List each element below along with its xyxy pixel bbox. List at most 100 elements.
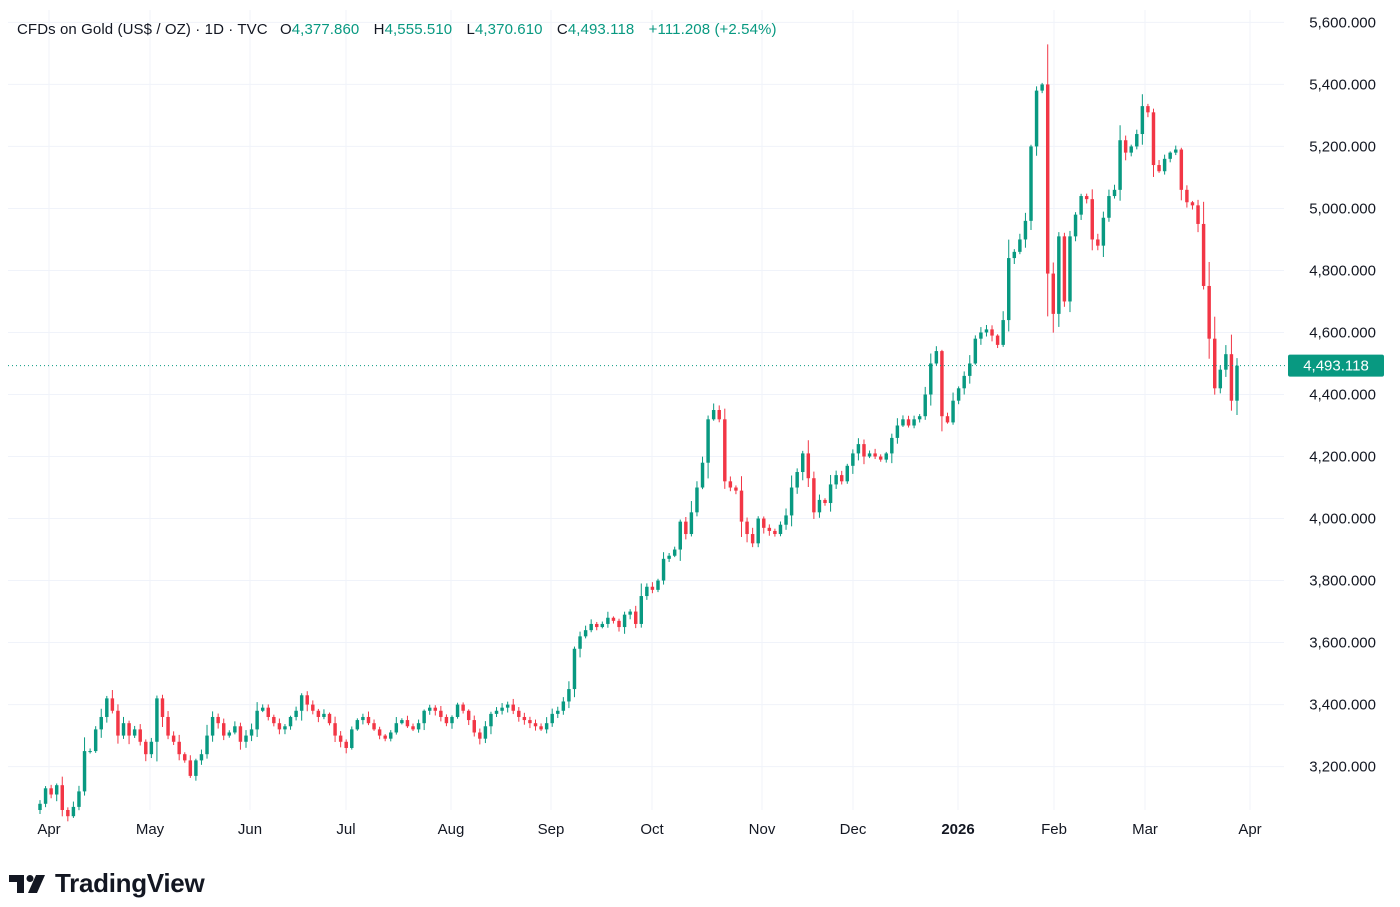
candle-body: [110, 698, 115, 711]
y-tick-label: 4,400.000: [1309, 386, 1376, 403]
candle-body: [1151, 112, 1156, 166]
candle-body: [628, 611, 632, 615]
candle-body: [556, 710, 560, 714]
candle-body: [1174, 149, 1178, 153]
candle-body: [466, 710, 471, 721]
candle-body: [572, 648, 577, 690]
candle-body: [723, 419, 727, 482]
candle-body: [149, 741, 154, 755]
candle-body: [1185, 189, 1189, 203]
candle-body: [622, 614, 627, 628]
candle-body: [945, 416, 950, 423]
candle-body: [1062, 236, 1067, 302]
candle-body: [1012, 251, 1017, 259]
tradingview-brand[interactable]: TradingView: [9, 868, 205, 899]
x-tick-label: Dec: [840, 821, 867, 838]
candle-body: [1235, 365, 1239, 401]
candle-body: [839, 475, 844, 482]
candle-body: [951, 400, 955, 423]
tradingview-logo-icon: [9, 874, 45, 893]
candle-body: [77, 791, 81, 807]
y-tick-label: 5,200.000: [1309, 138, 1376, 155]
candle-body: [1040, 84, 1044, 91]
candle-body: [917, 416, 922, 420]
candle-body: [650, 586, 655, 590]
candle-body: [684, 521, 688, 535]
candle-body: [895, 425, 900, 438]
candle-body: [494, 710, 499, 714]
candle-body: [1201, 223, 1206, 286]
candle-body: [633, 611, 638, 624]
candle-body: [233, 726, 237, 733]
candle-body: [422, 710, 426, 724]
candle-body: [812, 478, 816, 513]
candle-body: [49, 788, 53, 795]
candle-body: [205, 735, 209, 755]
candle-body: [327, 713, 332, 724]
price-chart[interactable]: 3,200.000 3,400.000 3,600.000 3,800.000 4,00…: [0, 0, 1400, 850]
candle-body: [968, 363, 972, 376]
candle-body: [1090, 199, 1094, 240]
candle-body: [583, 630, 588, 637]
x-tick-label: 2026: [941, 821, 974, 838]
candle-body: [767, 527, 772, 531]
candle-body: [338, 735, 343, 742]
candle-body: [522, 716, 527, 721]
candle-body: [806, 453, 811, 479]
candle-body: [389, 732, 393, 739]
candle-body: [845, 465, 850, 482]
candle-body: [411, 726, 415, 730]
candle-body: [1034, 90, 1039, 147]
candle-body: [99, 716, 103, 730]
candle-body: [717, 410, 721, 420]
candle-body: [1118, 140, 1122, 190]
candle-body: [444, 716, 449, 724]
candle-body: [1023, 220, 1028, 240]
candle-body: [1135, 134, 1139, 147]
candle-body: [60, 785, 64, 810]
candle-body: [695, 487, 699, 513]
candle-body: [778, 524, 783, 535]
candle-body: [311, 704, 315, 711]
candles: [38, 44, 1239, 822]
candle-body: [305, 695, 309, 705]
candle-body: [611, 617, 616, 621]
x-tick-label: Sep: [538, 821, 565, 838]
candle-body: [940, 351, 944, 417]
candle-body: [1207, 285, 1211, 339]
candle-body: [711, 410, 716, 420]
candle-body: [1229, 354, 1234, 401]
high-value: 4,555.510: [384, 21, 453, 38]
candle-body: [550, 713, 554, 724]
chart-area[interactable]: 3,200.000 3,400.000 3,600.000 3,800.000 4,00…: [0, 0, 1400, 850]
candle-body: [1029, 146, 1033, 221]
candle-body: [762, 518, 766, 528]
candle-body: [188, 760, 193, 776]
candle-body: [350, 729, 354, 748]
candle-body: [366, 716, 371, 724]
x-axis[interactable]: Apr May Jun Jul Aug Sep Oct Nov Dec 2026 Feb Mar Apr: [37, 821, 1261, 838]
candle-body: [43, 788, 48, 804]
candle-body: [979, 332, 983, 339]
candle-body: [433, 707, 438, 711]
candle-body: [734, 487, 738, 491]
y-axis[interactable]: 3,200.000 3,400.000 3,600.000 3,800.000 4,00…: [1288, 14, 1384, 776]
symbol-label[interactable]: CFDs on Gold (US$ / OZ) · 1D · TVC: [17, 21, 268, 38]
candle-body: [377, 729, 382, 736]
candle-body: [544, 723, 549, 730]
brand-name: TradingView: [55, 868, 205, 898]
candle-body: [455, 704, 460, 717]
candle-body: [578, 636, 582, 649]
candle-body: [155, 698, 159, 742]
candle-body: [801, 453, 805, 473]
candle-body: [138, 729, 142, 742]
x-tick-label: Apr: [1238, 821, 1261, 838]
candle-body: [817, 499, 822, 513]
candle-body: [511, 704, 515, 711]
candle-body: [277, 723, 282, 730]
candle-body: [867, 453, 872, 457]
candle-body: [1073, 214, 1078, 237]
candle-body: [1079, 196, 1083, 215]
candle-body: [750, 534, 755, 544]
candle-body: [216, 716, 220, 724]
